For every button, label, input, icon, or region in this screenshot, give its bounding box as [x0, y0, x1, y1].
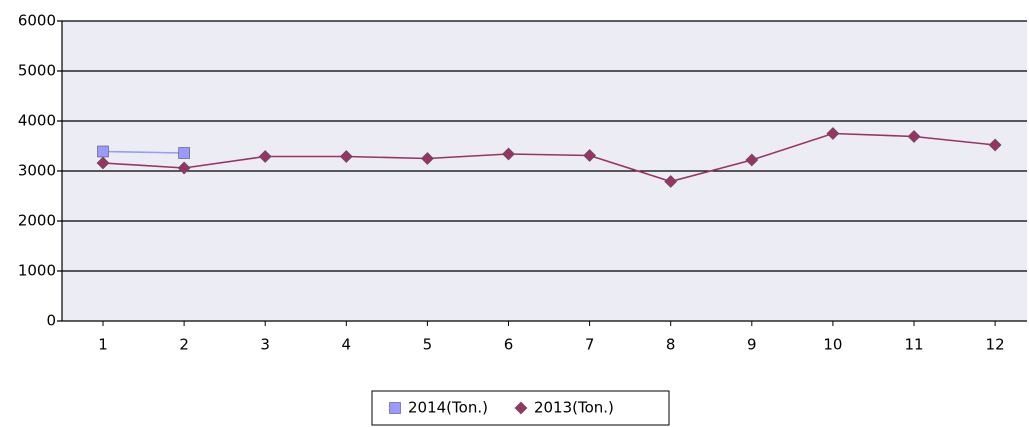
- point: [514, 401, 528, 415]
- legend-label: 2013(Ton.): [534, 399, 614, 417]
- point: [389, 402, 401, 414]
- point: [420, 152, 434, 165]
- point: [97, 145, 109, 158]
- legend-label: 2014(Ton.): [408, 399, 488, 417]
- x-tick-label: 11: [904, 336, 923, 354]
- point: [583, 149, 597, 162]
- x-tick-label: 8: [666, 336, 676, 354]
- point: [988, 138, 1002, 152]
- point: [664, 175, 678, 188]
- x-tick-label: 12: [986, 336, 1005, 354]
- series-line: [102, 132, 996, 183]
- point: [745, 153, 759, 167]
- y-tick-label: 1000: [18, 262, 56, 280]
- x-tick-label: 6: [504, 336, 514, 354]
- x-tick-label: 10: [823, 336, 842, 354]
- y-tick-label: 0: [46, 312, 56, 330]
- x-tick-label: 5: [423, 336, 433, 354]
- y-tick-label: 6000: [18, 12, 56, 30]
- point: [339, 150, 353, 163]
- x-tick-label: 4: [342, 336, 352, 354]
- x-tick-label: 1: [98, 336, 108, 354]
- point: [96, 156, 110, 170]
- point: [178, 147, 190, 159]
- x-tick-label: 2: [179, 336, 189, 354]
- x-tick-label: 3: [260, 336, 270, 354]
- point: [907, 130, 921, 143]
- x-tick-label: 9: [747, 336, 757, 354]
- series-line: [102, 150, 185, 154]
- y-tick-label: 2000: [18, 212, 56, 230]
- y-tick-label: 3000: [18, 162, 56, 180]
- y-tick-label: 5000: [18, 62, 56, 80]
- point: [258, 150, 272, 163]
- x-tick-label: 7: [585, 336, 595, 354]
- point: [177, 161, 191, 175]
- y-tick-label: 4000: [18, 112, 56, 130]
- point: [826, 127, 840, 140]
- point: [502, 147, 515, 161]
